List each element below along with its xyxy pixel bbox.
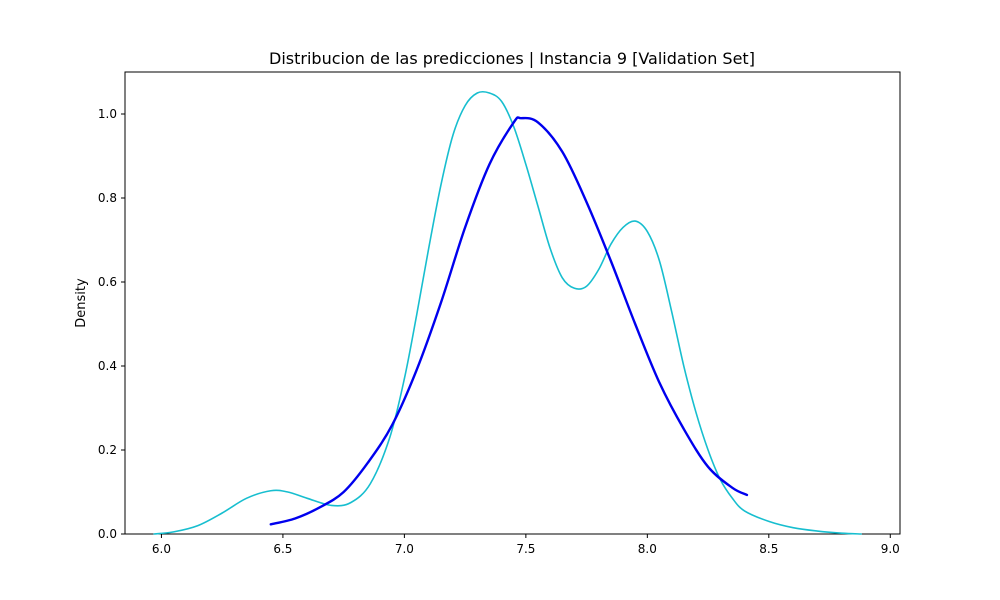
y-tick-label: 0.6 xyxy=(98,275,117,289)
plot-frame xyxy=(124,71,901,535)
series-layer xyxy=(153,90,862,535)
y-tick-label: 1.0 xyxy=(98,107,117,121)
y-axis: 0.0 0.2 0.4 0.6 0.8 1.0 xyxy=(98,107,125,541)
kde-line xyxy=(153,90,862,535)
x-tick-label: 6.0 xyxy=(152,542,171,556)
y-tick-label: 0.0 xyxy=(98,527,117,541)
chart-title: Distribucion de las predicciones | Insta… xyxy=(269,49,755,68)
x-tick-label: 9.0 xyxy=(881,542,900,556)
y-tick-label: 0.8 xyxy=(98,191,117,205)
y-tick-label: 0.4 xyxy=(98,359,117,373)
y-axis-label: Density xyxy=(74,278,89,328)
y-tick-label: 0.2 xyxy=(98,443,117,457)
x-tick-label: 7.0 xyxy=(395,542,414,556)
x-tick-label: 6.5 xyxy=(273,542,292,556)
x-axis: 6.0 6.5 7.0 7.5 8.0 8.5 9.0 xyxy=(152,534,900,556)
x-tick-label: 8.5 xyxy=(759,542,778,556)
x-tick-label: 8.0 xyxy=(638,542,657,556)
x-tick-label: 7.5 xyxy=(516,542,535,556)
normal-fit-line xyxy=(269,116,749,526)
